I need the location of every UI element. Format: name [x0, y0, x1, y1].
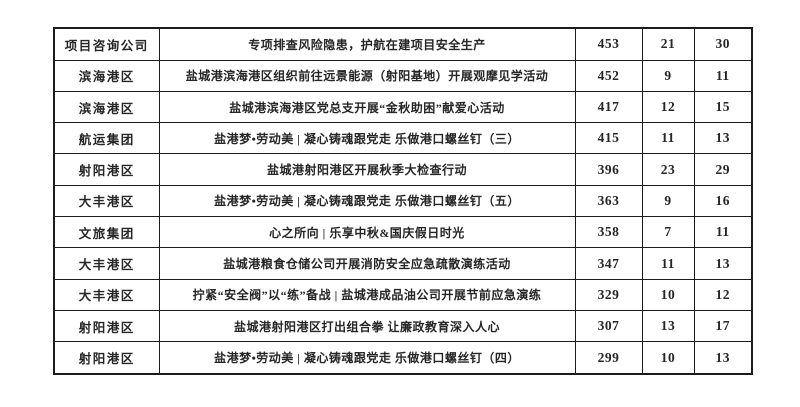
num1-cell: 417 [574, 90, 643, 124]
num1-cell: 299 [574, 341, 643, 375]
num3-cell: 12 [693, 278, 753, 311]
org-cell: 项目咨询公司 [53, 27, 160, 61]
num1-cell: 347 [574, 247, 643, 280]
num3-cell: 29 [693, 153, 753, 186]
num1-cell: 329 [574, 278, 643, 311]
title-cell: 盐城港射阳港区开展秋季大检查行动 [158, 153, 576, 186]
table-row: 大丰港区 盐港梦•劳动美 | 凝心铸魂跟党走 乐做港口螺丝钉（五） 363 9 … [53, 184, 753, 218]
ranking-table: 项目咨询公司 专项排查风险隐患，护航在建项目安全生产 453 21 30 滨海港… [53, 27, 753, 375]
num2-cell: 9 [641, 59, 695, 92]
table-row: 射阳港区 盐城港射阳港区打出组合拳 让廉政教育深入人心 307 13 17 [53, 309, 753, 343]
title-cell: 盐城港滨海港区组织前往远景能源（射阳基地）开展观摩见学活动 [158, 59, 576, 92]
org-cell: 文旅集团 [53, 216, 160, 249]
org-cell: 射阳港区 [53, 341, 160, 375]
num2-cell: 12 [641, 90, 695, 124]
ranking-table-container: 项目咨询公司 专项排查风险隐患，护航在建项目安全生产 453 21 30 滨海港… [53, 27, 753, 375]
table-row: 航运集团 盐港梦•劳动美 | 凝心铸魂跟党走 乐做港口螺丝钉（三） 415 11… [53, 122, 753, 155]
num3-cell: 30 [693, 27, 753, 61]
num3-cell: 13 [693, 122, 753, 155]
num3-cell: 17 [693, 309, 753, 343]
org-cell: 射阳港区 [53, 309, 160, 343]
num3-cell: 16 [693, 184, 753, 218]
num3-cell: 11 [693, 216, 753, 249]
num2-cell: 10 [641, 278, 695, 311]
num3-cell: 11 [693, 59, 753, 92]
org-cell: 航运集团 [53, 122, 160, 155]
title-cell: 专项排查风险隐患，护航在建项目安全生产 [158, 27, 576, 61]
table-row: 射阳港区 盐港梦•劳动美 | 凝心铸魂跟党走 乐做港口螺丝钉（四） 299 10… [53, 341, 753, 375]
num2-cell: 7 [641, 216, 695, 249]
title-cell: 盐城港滨海港区党总支开展“金秋助困”献爱心活动 [158, 90, 576, 124]
title-cell: 盐城港射阳港区打出组合拳 让廉政教育深入人心 [158, 309, 576, 343]
table-row: 项目咨询公司 专项排查风险隐患，护航在建项目安全生产 453 21 30 [53, 27, 753, 61]
num1-cell: 363 [574, 184, 643, 218]
num2-cell: 9 [641, 184, 695, 218]
table-row: 滨海港区 盐城港滨海港区组织前往远景能源（射阳基地）开展观摩见学活动 452 9… [53, 59, 753, 92]
title-cell: 盐港梦•劳动美 | 凝心铸魂跟党走 乐做港口螺丝钉（三） [158, 122, 576, 155]
org-cell: 射阳港区 [53, 153, 160, 186]
num1-cell: 396 [574, 153, 643, 186]
num1-cell: 415 [574, 122, 643, 155]
table-row: 滨海港区 盐城港滨海港区党总支开展“金秋助困”献爱心活动 417 12 15 [53, 90, 753, 124]
table-row: 射阳港区 盐城港射阳港区开展秋季大检查行动 396 23 29 [53, 153, 753, 186]
org-cell: 大丰港区 [53, 247, 160, 280]
num1-cell: 307 [574, 309, 643, 343]
num2-cell: 10 [641, 341, 695, 375]
num2-cell: 21 [641, 27, 695, 61]
title-cell: 拧紧“安全阀”以“练”备战 | 盐城港成品油公司开展节前应急演练 [158, 278, 576, 311]
table-row: 文旅集团 心之所向 | 乐享中秋&国庆假日时光 358 7 11 [53, 216, 753, 249]
num2-cell: 13 [641, 309, 695, 343]
num1-cell: 452 [574, 59, 643, 92]
table-row: 大丰港区 盐城港粮食仓储公司开展消防安全应急疏散演练活动 347 11 13 [53, 247, 753, 280]
org-cell: 滨海港区 [53, 90, 160, 124]
num2-cell: 23 [641, 153, 695, 186]
title-cell: 盐港梦•劳动美 | 凝心铸魂跟党走 乐做港口螺丝钉（四） [158, 341, 576, 375]
num3-cell: 15 [693, 90, 753, 124]
num1-cell: 453 [574, 27, 643, 61]
num3-cell: 13 [693, 247, 753, 280]
org-cell: 大丰港区 [53, 278, 160, 311]
num1-cell: 358 [574, 216, 643, 249]
num2-cell: 11 [641, 247, 695, 280]
table-row: 大丰港区 拧紧“安全阀”以“练”备战 | 盐城港成品油公司开展节前应急演练 32… [53, 278, 753, 311]
num3-cell: 13 [693, 341, 753, 375]
org-cell: 大丰港区 [53, 184, 160, 218]
title-cell: 盐港梦•劳动美 | 凝心铸魂跟党走 乐做港口螺丝钉（五） [158, 184, 576, 218]
org-cell: 滨海港区 [53, 59, 160, 92]
num2-cell: 11 [641, 122, 695, 155]
title-cell: 心之所向 | 乐享中秋&国庆假日时光 [158, 216, 576, 249]
title-cell: 盐城港粮食仓储公司开展消防安全应急疏散演练活动 [158, 247, 576, 280]
